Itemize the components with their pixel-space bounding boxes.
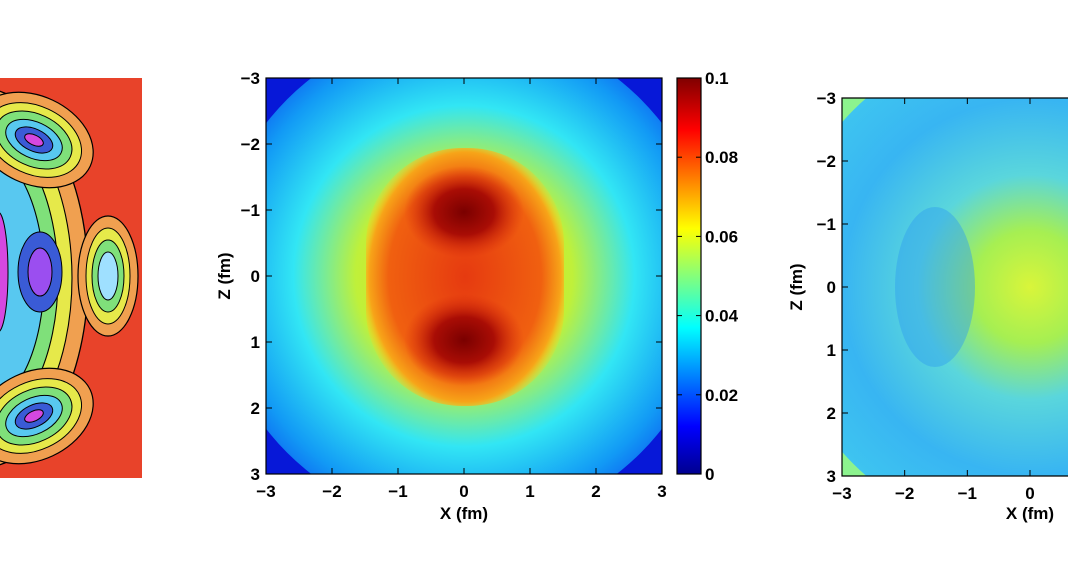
center-x-tick-label: 2 [591, 482, 600, 501]
center-y-tick-label: −2 [241, 135, 260, 154]
left-contour-plot [0, 78, 142, 478]
center-y-tick-label: 2 [251, 399, 260, 418]
right-y-axis-label: Z (fm) [787, 263, 806, 310]
left-lobe-contour [97, 251, 119, 301]
center-density-plot: −3 −2 −1 0 1 2 3 −3 −2 −1 0 1 2 3 X (fm) Z (fm) [215, 69, 667, 523]
center-x-tick-label: −1 [388, 482, 407, 501]
density-peak-upper [404, 166, 524, 258]
right-y-tick-label: 2 [827, 404, 836, 423]
colorbar-tick-label: 0.08 [705, 148, 738, 167]
right-x-tick-label: 0 [1025, 484, 1034, 503]
right-density-plot: −3 −2 −1 0 −3 −2 −1 0 1 2 3 X (fm) Z (fm) [787, 89, 1068, 523]
right-y-tick-label: 3 [827, 467, 836, 486]
right-y-axis: −3 −2 −1 0 1 2 3 [817, 89, 848, 486]
center-x-tick-label: 0 [459, 482, 468, 501]
center-y-axis-label: Z (fm) [215, 252, 234, 299]
left-lobe-contour [0, 212, 9, 332]
center-x-tick-label: −3 [256, 482, 275, 501]
density-peak-lower [404, 294, 524, 386]
colorbar-tick-label: 0.06 [705, 227, 738, 246]
center-y-tick-label: 3 [251, 465, 260, 484]
center-x-tick-label: −2 [322, 482, 341, 501]
center-y-tick-label: 1 [251, 333, 260, 352]
center-x-axis-label: X (fm) [440, 504, 488, 523]
left-lobe-contour [27, 247, 53, 297]
right-x-tick-label: −3 [832, 484, 851, 503]
colorbar-ticks: 0 0.02 0.04 0.06 0.08 0.1 [677, 69, 739, 484]
colorbar-tick-label: 0.1 [705, 69, 729, 88]
colorbar-tick-label: 0.04 [705, 307, 739, 326]
right-y-tick-label: −3 [817, 89, 836, 108]
right-y-tick-label: −1 [817, 215, 836, 234]
right-x-tick-label: −1 [958, 484, 977, 503]
center-y-tick-label: −1 [241, 201, 260, 220]
right-density-field [842, 98, 1068, 476]
center-y-tick-label: 0 [251, 267, 260, 286]
colorbar-tick-label: 0.02 [705, 386, 738, 405]
center-x-axis: −3 −2 −1 0 1 2 3 [256, 78, 667, 501]
right-x-tick-label: −2 [895, 484, 914, 503]
left-lobe-contour [24, 133, 44, 147]
colorbar-tick-label: 0 [705, 465, 714, 484]
right-y-tick-label: 0 [827, 278, 836, 297]
colorbar-gradient [676, 77, 702, 475]
right-density-trough [895, 207, 975, 367]
right-x-axis: −3 −2 −1 0 [832, 98, 1035, 503]
right-x-axis-label: X (fm) [1006, 504, 1054, 523]
left-lobe-contour [24, 409, 44, 423]
center-y-tick-label: −3 [241, 69, 260, 88]
center-y-axis: −3 −2 −1 0 1 2 3 [241, 69, 662, 484]
center-x-tick-label: 3 [657, 482, 666, 501]
right-y-tick-label: −2 [817, 152, 836, 171]
colorbar: 0 0.02 0.04 0.06 0.08 0.1 [676, 69, 739, 484]
right-y-tick-label: 1 [827, 341, 836, 360]
center-x-tick-label: 1 [525, 482, 534, 501]
